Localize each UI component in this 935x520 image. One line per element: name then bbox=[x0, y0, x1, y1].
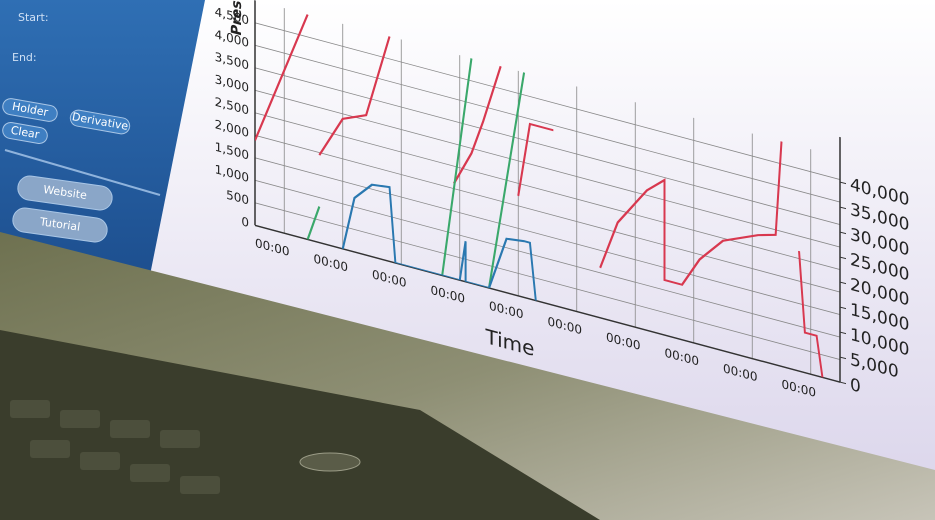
y-tick-label: 0 bbox=[241, 214, 249, 230]
power-button bbox=[300, 453, 360, 471]
page: {"panel": {"start": "Start:", "end": "En… bbox=[0, 0, 935, 520]
photo: Start:End:HolderDerivativeClearWebsiteTu… bbox=[0, 0, 935, 520]
end-label: End: bbox=[12, 51, 37, 64]
y-axis-label: Pres bbox=[229, 0, 245, 38]
y2-tick-label: 0 bbox=[850, 375, 861, 398]
start-label: Start: bbox=[18, 11, 49, 24]
